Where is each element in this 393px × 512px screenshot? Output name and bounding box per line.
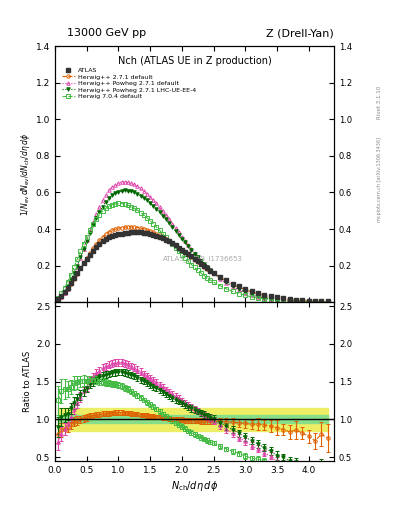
Y-axis label: $1/N_\mathrm{ev}\,dN_\mathrm{ev}/dN_\mathrm{ch}/d\eta\,d\phi$: $1/N_\mathrm{ev}\,dN_\mathrm{ev}/dN_\mat… — [18, 133, 31, 216]
Text: 13000 GeV pp: 13000 GeV pp — [67, 28, 146, 38]
Text: Z (Drell-Yan): Z (Drell-Yan) — [266, 28, 334, 38]
Legend: ATLAS, Herwig++ 2.7.1 default, Herwig++ Powheg 2.7.1 default, Herwig++ Powheg 2.: ATLAS, Herwig++ 2.7.1 default, Herwig++ … — [61, 67, 196, 100]
Text: ATLAS_2019_I1736653: ATLAS_2019_I1736653 — [163, 255, 243, 262]
Text: mcplots.cern.ch [arXiv:1306.3436]: mcplots.cern.ch [arXiv:1306.3436] — [377, 137, 382, 222]
Text: Nch (ATLAS UE in Z production): Nch (ATLAS UE in Z production) — [118, 56, 272, 67]
Y-axis label: Ratio to ATLAS: Ratio to ATLAS — [23, 351, 31, 412]
X-axis label: $N_\mathrm{ch}/d\eta\,d\phi$: $N_\mathrm{ch}/d\eta\,d\phi$ — [171, 479, 218, 493]
Text: Rivet 3.1.10: Rivet 3.1.10 — [377, 86, 382, 119]
